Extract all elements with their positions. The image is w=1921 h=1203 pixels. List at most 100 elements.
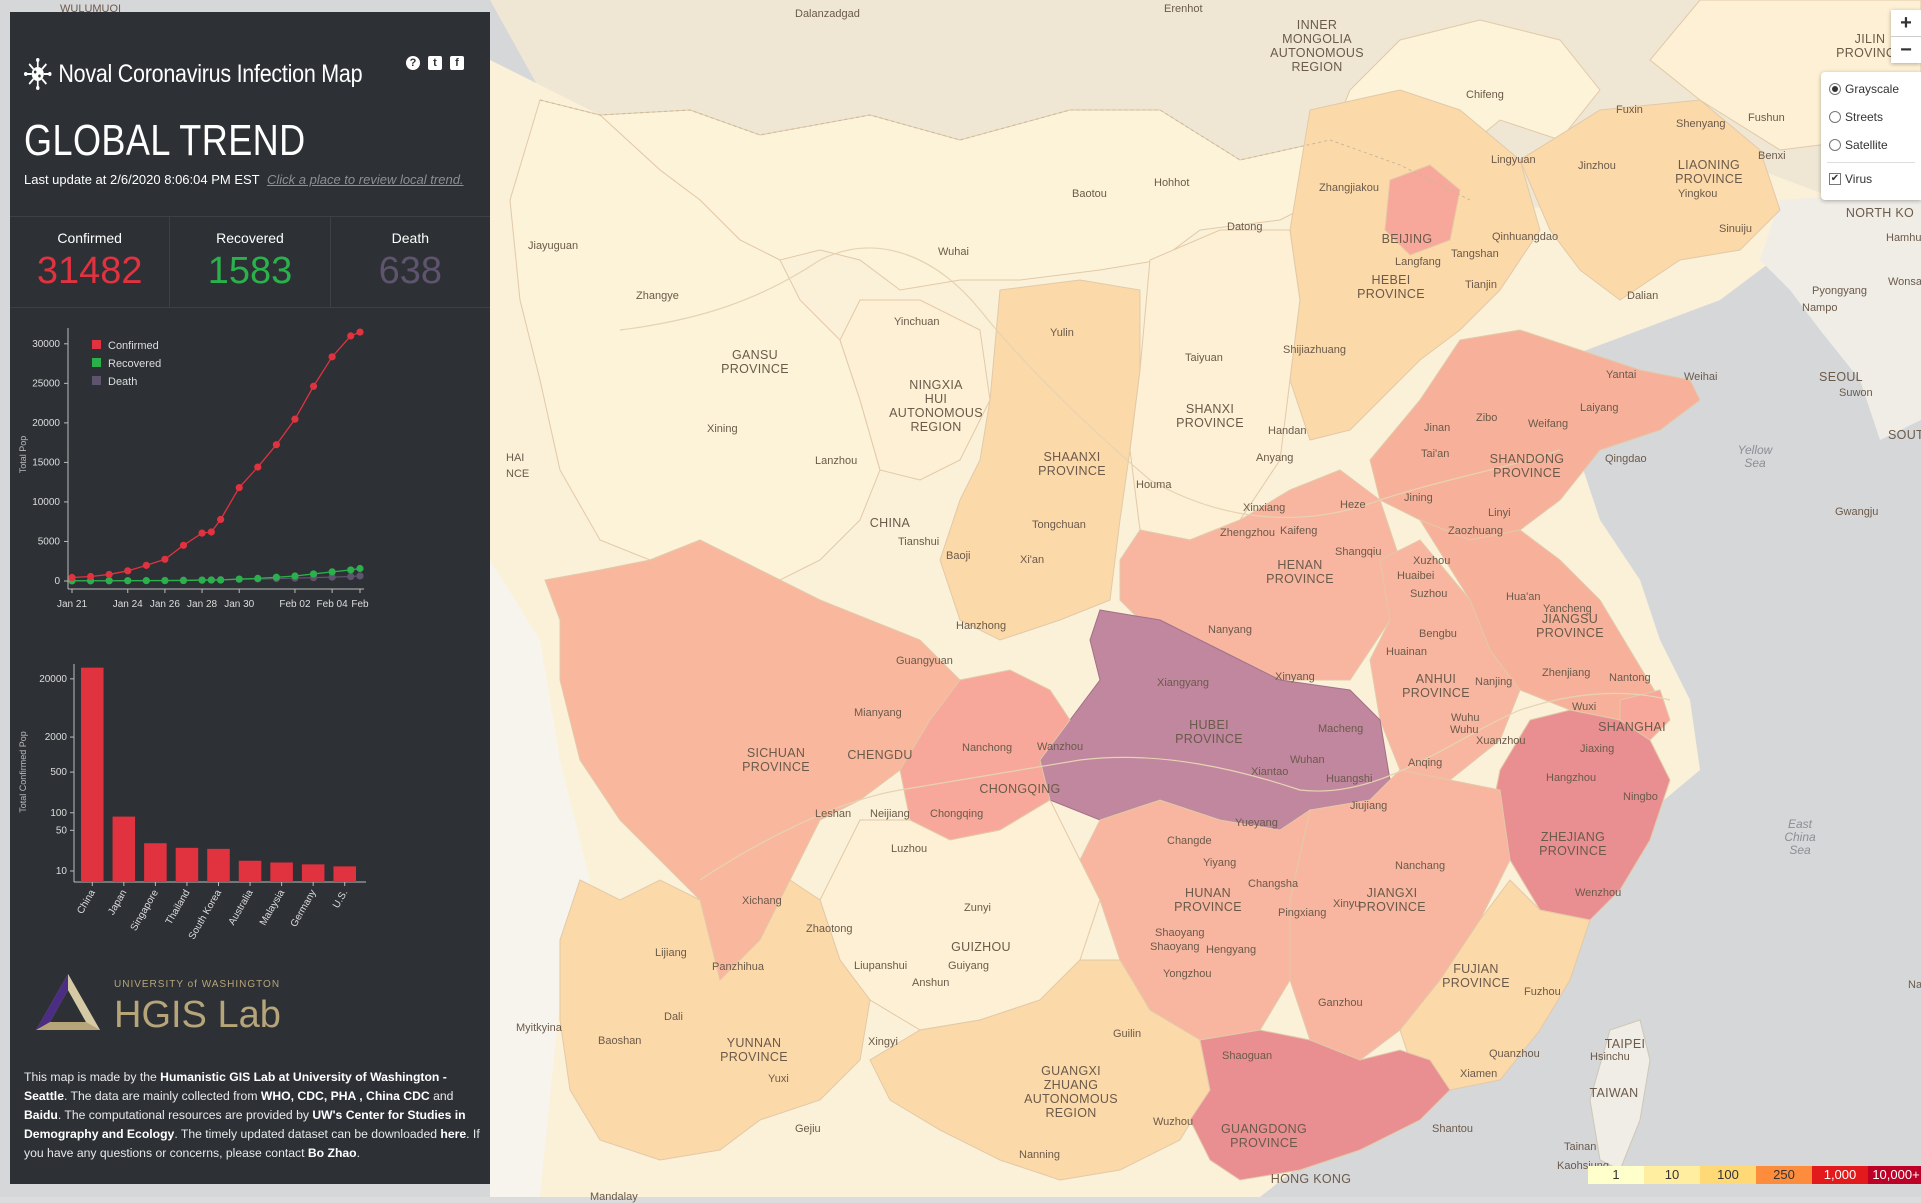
trend-point-recovered[interactable] [179,576,188,585]
province-ningxia[interactable] [839,299,991,481]
trend-point-death[interactable] [328,573,336,581]
bar-southkorea[interactable] [207,848,230,882]
bar-japan[interactable] [112,816,136,882]
footer-link-sources[interactable]: WHO, CDC, PHA , China CDC [260,1089,430,1103]
province-taiwan[interactable] [1589,1019,1651,1171]
trend-point-recovered[interactable] [105,577,113,585]
layer-satellite[interactable]: Satellite [1829,138,1888,152]
bar-us[interactable] [333,866,356,882]
trend-point-death[interactable] [347,572,355,581]
bar-singapore[interactable] [144,843,167,882]
footer-link-csde[interactable]: UW's Center for Studies in Demography an… [24,1108,466,1141]
trend-point-confirmed[interactable] [105,570,113,579]
layer-streets-radio[interactable] [1829,111,1841,123]
trend-point-confirmed[interactable] [86,572,95,581]
layer-grayscale-radio[interactable] [1829,83,1841,95]
city-label-anyang: Anyang [1256,452,1294,464]
zoom-out-button[interactable]: − [1900,39,1912,61]
trend-point-recovered[interactable] [347,566,355,574]
trend-point-confirmed[interactable] [235,483,243,492]
bar-china[interactable] [81,667,104,882]
trend-point-recovered[interactable] [291,572,299,580]
trend-line-chart[interactable]: 0 5000 10000 15000 20000 25000 30000 Jan 21 Jan … [10,308,490,638]
footer-link-contact[interactable]: Bo Zhao [307,1146,357,1160]
footer-link-download[interactable]: here [440,1127,467,1141]
trend-point-confirmed[interactable] [309,382,318,390]
trend-point-recovered[interactable] [309,570,318,578]
province-shanxi[interactable] [1129,229,1301,541]
trend-point-confirmed[interactable] [254,463,262,471]
trend-point-death[interactable] [356,572,364,580]
province-hebei[interactable] [1289,89,1541,441]
bar-x-tick-label: Malaysia [258,888,287,928]
trend-point-confirmed[interactable] [272,441,280,449]
sidebar-panel: Noval Coronavirus Infection Map ? t f GL… [10,12,490,1184]
province-hunan[interactable] [1079,799,1311,1041]
province-guangdong[interactable] [1189,1029,1451,1181]
trend-point-confirmed[interactable] [68,573,76,582]
facebook-icon[interactable]: f [450,56,464,70]
hgis-logo[interactable]: UNIVERSITY of WASHINGTON HGIS Lab [34,972,281,1034]
trend-point-recovered[interactable] [124,577,132,585]
trend-point-recovered[interactable] [217,576,225,584]
trend-point-recovered[interactable] [235,575,243,583]
layer-streets[interactable]: Streets [1829,110,1883,124]
bar-thailand[interactable] [175,847,199,882]
trend-point-recovered[interactable] [207,576,215,584]
zoom-in-button[interactable]: + [1891,10,1921,37]
trend-point-recovered[interactable] [142,577,150,585]
stat-confirmed-value: 31482 [36,250,143,292]
bar-australia[interactable] [238,860,262,882]
trend-point-recovered[interactable] [161,576,169,585]
trend-point-recovered[interactable] [356,564,364,573]
layer-virus-checkbox[interactable]: ✔ [1829,173,1841,185]
province-shaanxi[interactable] [939,279,1141,641]
province-yunnan[interactable] [559,879,871,1161]
city-label-zunyi: Zunyi [964,902,991,914]
bar-malaysia[interactable] [270,862,293,882]
footer-link-hgis[interactable]: Humanistic GIS Lab at University of Wash… [24,1070,447,1103]
bar-y-axis-label: Total Confirmed Pop [18,731,28,813]
footer-link-baidu[interactable]: Baidu [24,1108,58,1122]
layer-satellite-label: Satellite [1845,138,1888,152]
trend-point-confirmed[interactable] [328,353,336,361]
trend-point-confirmed[interactable] [347,332,355,340]
local-trend-link[interactable]: Click a place to review local trend. [267,172,464,187]
layer-virus[interactable]: ✔ Virus [1829,172,1872,186]
city-label-tangshan: Tangshan [1451,248,1499,260]
trend-point-confirmed[interactable] [142,561,150,569]
province-shanghai[interactable] [1619,689,1671,741]
province-liaoning[interactable] [1519,99,1781,301]
trend-point-confirmed[interactable] [161,555,169,563]
trend-point-recovered[interactable] [198,576,206,584]
trend-point-confirmed[interactable] [207,528,215,536]
layer-grayscale[interactable]: Grayscale [1829,82,1899,96]
trend-point-confirmed[interactable] [179,541,188,549]
province-anhui[interactable] [1369,539,1521,781]
province-gansu[interactable] [509,99,881,581]
province-label-seoul: SEOUL [1819,370,1863,384]
province-sichuan[interactable] [544,539,961,981]
layer-satellite-radio[interactable] [1829,139,1841,151]
city-label-shaoguan: Shaoguan [1222,1050,1273,1062]
trend-point-recovered[interactable] [328,568,336,576]
trend-point-confirmed[interactable] [356,328,364,336]
trend-point-confirmed[interactable] [124,567,132,575]
bar-x-tick-label: Australia [227,888,256,928]
bar-germany[interactable] [301,864,325,882]
city-label-mianyang: Mianyang [854,707,902,719]
trend-point-confirmed[interactable] [198,529,206,537]
trend-point-recovered[interactable] [272,573,280,581]
country-bar-chart[interactable]: 10 50 100 500 2000 20000 Total Confirmed Pop Ch… [10,652,490,952]
trend-point-confirmed[interactable] [291,415,299,423]
twitter-icon[interactable]: t [428,56,442,70]
trend-point-recovered[interactable] [254,574,262,583]
stat-recovered: Recovered 1583 [170,217,331,307]
trend-point-confirmed[interactable] [217,515,225,524]
province-beijing[interactable] [1384,164,1461,256]
city-label-weihai: Weihai [1684,371,1718,383]
help-icon[interactable]: ? [406,56,420,70]
city-label-xiamen: Xiamen [1460,1068,1498,1080]
